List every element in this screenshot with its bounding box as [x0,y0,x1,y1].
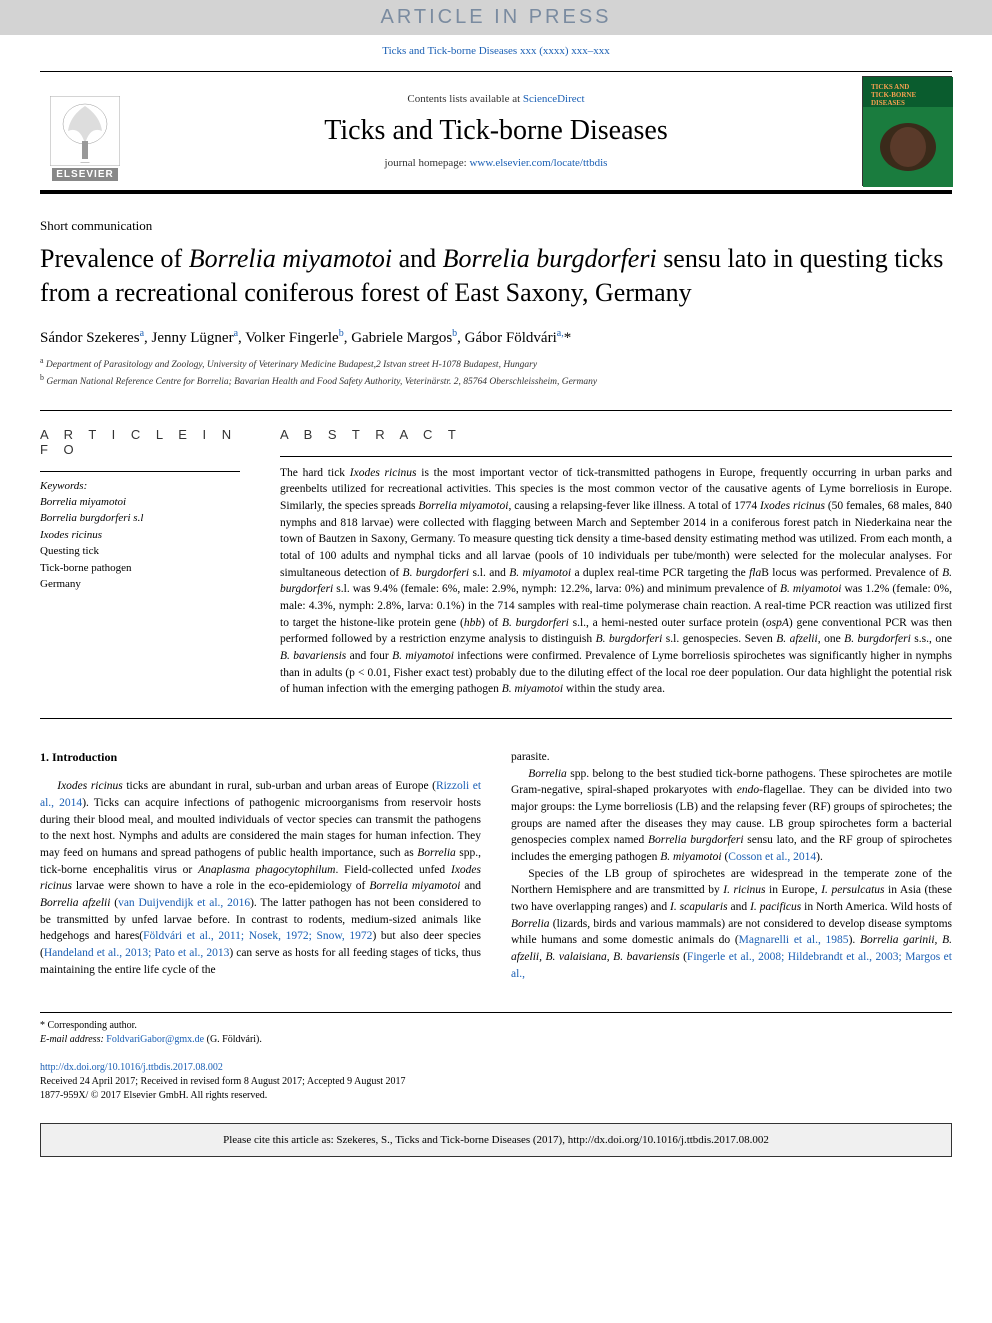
article-title: Prevalence of Borrelia miyamotoi and Bor… [40,242,952,310]
citation-line: Ticks and Tick-borne Diseases xxx (xxxx)… [0,45,992,57]
affiliations: a Department of Parasitology and Zoology… [40,355,952,390]
divider [40,410,952,411]
email-line: E-mail address: FoldvariGabor@gmx.de (G.… [40,1033,952,1047]
article-type: Short communication [40,218,952,234]
homepage-prefix: journal homepage: [385,157,470,169]
footnotes: * Corresponding author. E-mail address: … [40,1012,952,1047]
article-info: A R T I C L E I N F O Keywords: Borrelia… [40,427,240,698]
article-info-heading: A R T I C L E I N F O [40,427,240,457]
info-abstract-row: A R T I C L E I N F O Keywords: Borrelia… [40,427,952,698]
col2-paragraph-3: Species of the LB group of spirochetes a… [511,866,952,983]
issn-copyright: 1877-959X/ © 2017 Elsevier GmbH. All rig… [40,1089,952,1103]
contents-prefix: Contents lists available at [407,93,522,105]
abstract-section: A B S T R A C T The hard tick Ixodes ric… [280,427,952,698]
intro-paragraph-1: Ixodes ricinus ticks are abundant in rur… [40,778,481,978]
col2-paragraph-2: Borrelia spp. belong to the best studied… [511,766,952,866]
svg-text:DISEASES: DISEASES [871,99,905,107]
column-left: 1. Introduction Ixodes ricinus ticks are… [40,749,481,982]
keyword-item: Germany [40,576,240,593]
email-author-name: (G. Földvári). [207,1034,262,1045]
keywords-label: Keywords: [40,480,240,492]
journal-header: ⎯⎯⎯ ELSEVIER Contents lists available at… [40,71,952,194]
keyword-item: Borrelia burgdorferi s.l [40,510,240,527]
homepage-link[interactable]: www.elsevier.com/locate/ttbdis [469,157,607,169]
header-center: Contents lists available at ScienceDirec… [130,87,862,175]
affiliation-a: a Department of Parasitology and Zoology… [40,355,952,372]
email-link[interactable]: FoldvariGabor@gmx.de [106,1034,204,1045]
keyword-item: Borrelia miyamotoi [40,494,240,511]
svg-text:TICK-BORNE: TICK-BORNE [871,91,916,99]
email-label: E-mail address: [40,1034,104,1045]
col2-continuation: parasite. [511,749,952,766]
divider [40,718,952,719]
column-right: parasite. Borrelia spp. belong to the be… [511,749,952,982]
introduction-heading: 1. Introduction [40,749,481,766]
homepage-line: journal homepage: www.elsevier.com/locat… [130,157,862,169]
body-columns: 1. Introduction Ixodes ricinus ticks are… [40,749,952,982]
keyword-item: Questing tick [40,543,240,560]
citation-box: Please cite this article as: Szekeres, S… [40,1123,952,1157]
keyword-item: Tick-borne pathogen [40,560,240,577]
journal-name: Ticks and Tick-borne Diseases [130,115,862,147]
authors-list: Sándor Szekeresa, Jenny Lügnera, Volker … [40,328,952,347]
publisher-name: ELSEVIER [52,168,117,181]
keywords-list: Borrelia miyamotoiBorrelia burgdorferi s… [40,494,240,593]
affiliation-b: b German National Reference Centre for B… [40,372,952,389]
abstract-heading: A B S T R A C T [280,427,952,442]
publisher-logo: ⎯⎯⎯ ELSEVIER [40,81,130,181]
sciencedirect-link[interactable]: ScienceDirect [523,93,585,105]
corresponding-author-note: * Corresponding author. [40,1019,952,1033]
svg-text:⎯⎯⎯: ⎯⎯⎯ [80,160,89,166]
doi-link[interactable]: http://dx.doi.org/10.1016/j.ttbdis.2017.… [40,1062,223,1073]
svg-text:TICKS AND: TICKS AND [871,83,909,91]
elsevier-tree-icon: ⎯⎯⎯ [50,96,120,166]
doi-block: http://dx.doi.org/10.1016/j.ttbdis.2017.… [40,1061,952,1103]
article-in-press-banner: ARTICLE IN PRESS [0,0,992,35]
contents-available-line: Contents lists available at ScienceDirec… [130,93,862,105]
received-dates: Received 24 April 2017; Received in revi… [40,1075,952,1089]
abstract-text: The hard tick Ixodes ricinus is the most… [280,465,952,698]
journal-cover-thumbnail: TICKS AND TICK-BORNE DISEASES [862,76,952,186]
keyword-item: Ixodes ricinus [40,527,240,544]
